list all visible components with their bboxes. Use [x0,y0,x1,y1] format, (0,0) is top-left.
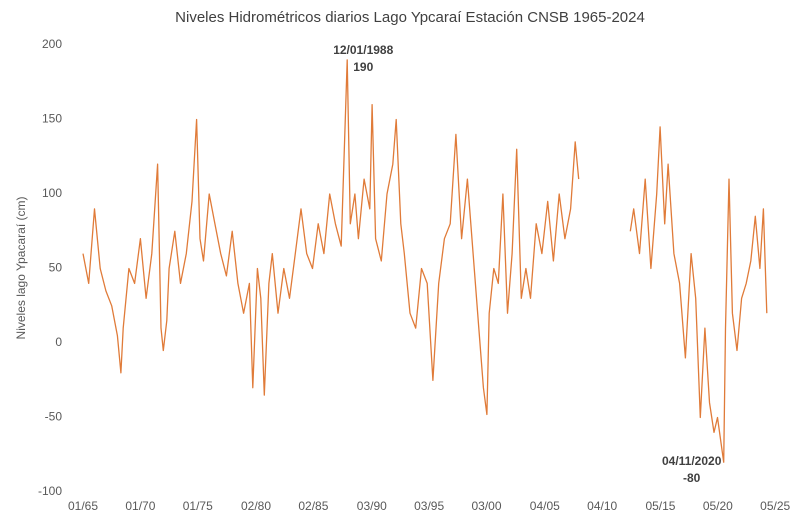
y-tick-label: 50 [49,261,63,275]
y-tick-label: -100 [38,484,62,498]
x-tick-label: 03/00 [472,499,502,513]
x-tick-label: 04/10 [587,499,617,513]
x-tick-label: 05/25 [760,499,790,513]
series-line [629,126,768,463]
annotation-value: 190 [353,60,373,74]
annotation-value: -80 [683,471,701,485]
x-tick-label: 05/15 [645,499,675,513]
x-tick-label: 02/85 [298,499,328,513]
y-tick-label: 100 [42,186,62,200]
x-tick-label: 01/65 [68,499,98,513]
y-tick-label: -50 [45,410,63,424]
x-tick-label: 01/70 [125,499,155,513]
x-tick-label: 02/80 [241,499,271,513]
chart-title: Niveles Hidrométricos diarios Lago Ypcar… [175,9,645,26]
x-tick-label: 03/90 [357,499,387,513]
x-tick-label: 05/20 [703,499,733,513]
y-tick-label: 0 [55,335,62,349]
x-tick-label: 01/75 [183,499,213,513]
series-line [82,59,580,416]
y-axis-label: Niveles lago Ypacaraí (cm) [14,197,28,340]
x-tick-label: 04/05 [530,499,560,513]
y-tick-label: 200 [42,37,62,51]
annotation-date: 04/11/2020 [662,454,722,468]
y-tick-label: 150 [42,112,62,126]
annotation-date: 12/01/1988 [333,43,393,57]
x-tick-label: 03/95 [414,499,444,513]
